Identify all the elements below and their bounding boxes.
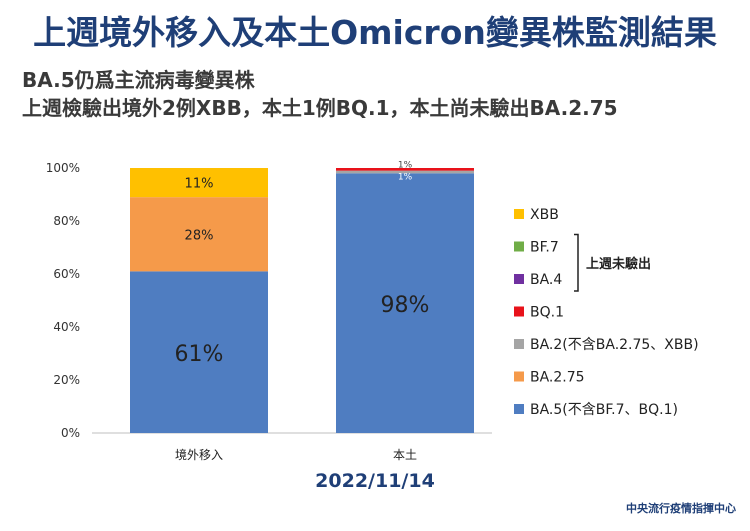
x-tick-label: 本土 xyxy=(393,448,417,462)
bar-segment xyxy=(130,271,268,433)
legend-label: BA.2(不含BA.2.75、XBB) xyxy=(530,337,699,353)
data-label: 98% xyxy=(381,293,430,318)
bar-segment xyxy=(336,173,474,434)
data-label: 28% xyxy=(185,228,214,243)
subtitle-line-1: BA.5仍爲主流病毒變異株 xyxy=(22,68,255,92)
bracket-annotation-label: 上週未驗出 xyxy=(586,256,651,272)
bar-segment xyxy=(130,197,268,272)
y-tick-label: 80% xyxy=(53,214,80,228)
data-label: 1% xyxy=(398,161,413,171)
legend-label: BQ.1 xyxy=(530,305,564,321)
subtitle-line-2: 上週檢驗出境外2例XBB，本土1例BQ.1，本土尚未驗出BA.2.75 xyxy=(22,96,618,120)
organization-name: 中央流行疫情指揮中心 xyxy=(626,502,736,515)
legend-swatch xyxy=(514,274,524,284)
legend-bracket xyxy=(574,233,579,292)
x-tick-label: 境外移入 xyxy=(175,447,223,462)
y-tick-label: 100% xyxy=(46,161,80,175)
legend-swatch xyxy=(514,209,524,219)
bar-segment xyxy=(336,170,474,174)
bar-segment xyxy=(130,168,268,198)
report-date: 2022/11/14 xyxy=(315,470,435,492)
y-tick-label: 20% xyxy=(53,373,80,387)
legend-swatch xyxy=(514,371,524,382)
bar-segment xyxy=(336,168,474,171)
y-tick-label: 60% xyxy=(53,267,80,281)
legend-label: BF.7 xyxy=(530,240,559,256)
legend-label: XBB xyxy=(530,207,559,223)
data-label: 1% xyxy=(398,172,413,182)
y-tick-label: 40% xyxy=(53,320,80,334)
legend-label: BA.2.75 xyxy=(530,370,585,386)
data-label: 11% xyxy=(185,177,214,192)
y-tick-label: 0% xyxy=(61,426,80,440)
legend-swatch xyxy=(514,241,524,252)
page-title: 上週境外移入及本土Omicron變異株監測結果 xyxy=(33,13,717,52)
legend-swatch xyxy=(514,404,524,414)
data-label: 61% xyxy=(175,342,224,367)
legend-label: BA.4 xyxy=(530,272,562,288)
legend-swatch xyxy=(514,339,524,349)
legend-label: BA.5(不含BF.7、BQ.1) xyxy=(530,402,678,418)
legend-swatch xyxy=(514,306,524,317)
